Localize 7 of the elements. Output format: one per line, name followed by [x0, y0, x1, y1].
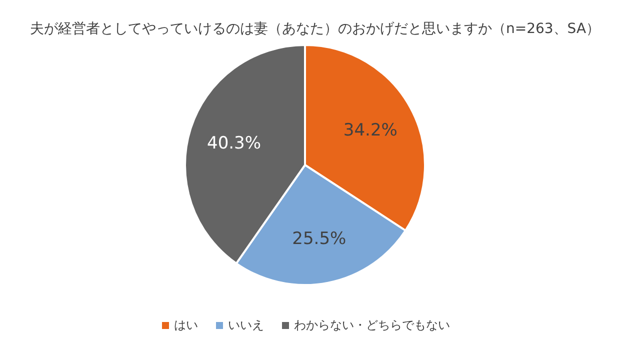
- legend-label: いいえ: [228, 318, 264, 332]
- data-label: 25.5%: [292, 229, 346, 250]
- data-label: 34.2%: [343, 120, 398, 141]
- data-label: 40.3%: [207, 134, 262, 154]
- legend-label: わからない・どちらでもない: [294, 318, 450, 332]
- legend-label: はい: [174, 318, 198, 332]
- chart-title: 夫が経営者としてやっていけるのは妻（あなた）のおかげだと思いますか（n=263、SA）: [30, 21, 600, 37]
